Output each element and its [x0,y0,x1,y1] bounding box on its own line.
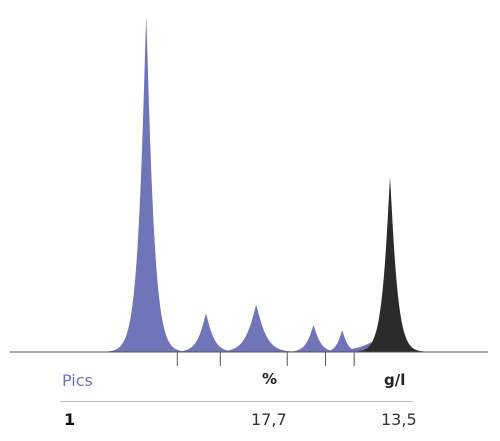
peak-7 [339,177,441,352]
header-percent: % [262,370,278,388]
peak-1 [92,16,200,352]
header-gl: g/l [384,371,406,389]
table-divider [60,401,413,402]
peak-4 [266,325,361,352]
header-pics: Pics [62,371,93,390]
peak-2 [152,313,260,352]
peak-5 [305,330,380,352]
row-id-cell: 1 [64,410,76,429]
row-gl-cell: 13,5 [381,410,417,429]
row-percent-cell: 17,7 [251,410,287,429]
peak-3 [189,304,324,352]
